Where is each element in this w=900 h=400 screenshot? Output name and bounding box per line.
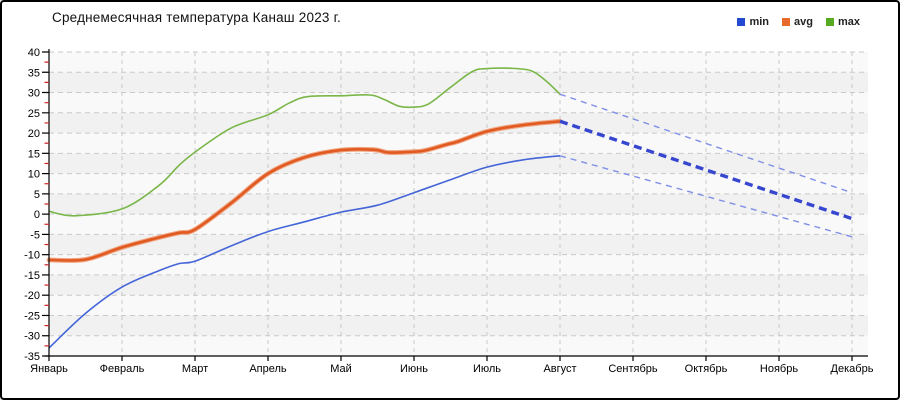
y-tick-label: 30 (28, 88, 40, 100)
y-tick-label: 20 (28, 128, 40, 140)
plot-band (49, 92, 868, 113)
legend-item-min[interactable]: min (737, 16, 769, 28)
x-tick-label: Август (543, 363, 576, 375)
y-tick-label: -25 (24, 310, 40, 322)
y-tick-label: -35 (24, 351, 40, 363)
series-avg-line (48, 120, 561, 262)
x-tick-label: Июнь (400, 363, 428, 375)
x-tick-label: Март (182, 363, 208, 375)
legend-swatch-min-icon (737, 18, 746, 26)
x-tick-label: Декабрь (831, 363, 874, 375)
legend-item-max[interactable]: max (825, 16, 860, 28)
series-min-line (48, 155, 561, 349)
y-tick-label: 15 (28, 148, 40, 160)
legend-swatch-max-icon (825, 18, 834, 26)
legend-label-avg: avg (794, 16, 813, 28)
plot-band (49, 153, 868, 174)
y-tick-label: 5 (34, 189, 40, 201)
plot-band (49, 295, 868, 316)
x-tick-label: Ноябрь (760, 363, 798, 375)
x-tick-label: Январь (30, 363, 68, 375)
x-tick-label: Апрель (249, 363, 287, 375)
y-tick-label: -5 (30, 229, 40, 241)
y-tick-label: -30 (24, 331, 40, 343)
plot-band (49, 193, 868, 215)
plot-band (49, 112, 868, 134)
y-tick-label: -20 (24, 290, 40, 302)
plot-band (49, 173, 868, 194)
plot-band (49, 214, 868, 235)
legend-item-avg[interactable]: avg (782, 16, 813, 28)
y-tick-label: 40 (28, 47, 40, 59)
x-tick-label: Октябрь (685, 363, 728, 375)
x-tick-label: Февраль (100, 363, 145, 375)
chart-title: Среднемесячная температура Канаш 2023 г. (52, 10, 342, 25)
legend: min avg max (737, 16, 860, 28)
plot-band (49, 274, 868, 296)
legend-label-min: min (749, 16, 769, 28)
legend-label-max: max (837, 16, 860, 28)
plot-band (49, 72, 868, 93)
x-tick-label: Май (330, 363, 352, 375)
plot-band (49, 335, 868, 356)
y-tick-label: -10 (24, 250, 40, 262)
y-tick-label: 25 (28, 108, 40, 120)
plot-band (49, 234, 868, 255)
y-tick-label: 0 (34, 209, 40, 221)
y-tick-label: -15 (24, 270, 40, 282)
x-tick-label: Сентябрь (608, 363, 658, 375)
series-max-trend-line (559, 93, 853, 194)
plot-band (49, 254, 868, 275)
plot-band (49, 52, 868, 73)
legend-swatch-avg-icon (782, 18, 790, 26)
plot-band (49, 315, 868, 336)
y-tick-label: 35 (28, 67, 40, 79)
y-tick-label: 10 (28, 169, 40, 181)
series-max-line (48, 67, 561, 217)
x-tick-label: Июль (473, 363, 501, 375)
